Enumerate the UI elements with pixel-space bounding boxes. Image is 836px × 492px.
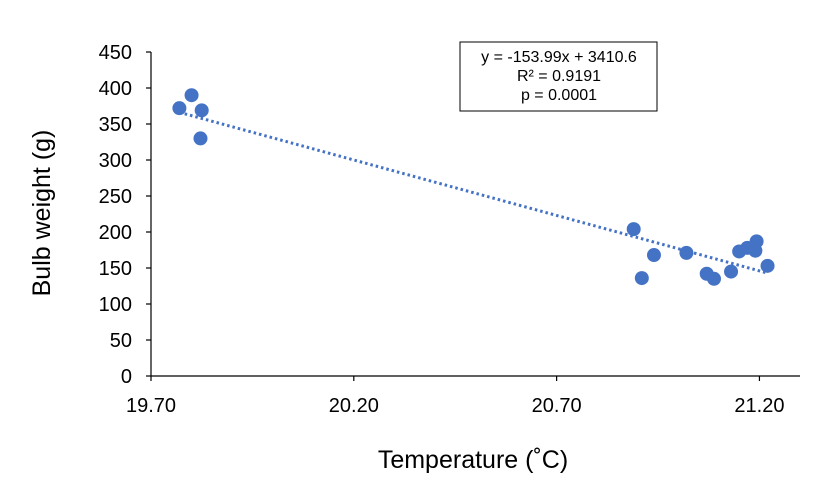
trendline bbox=[178, 110, 768, 275]
y-tick-label: 150 bbox=[99, 258, 132, 280]
data-points bbox=[172, 88, 775, 286]
data-point bbox=[626, 222, 641, 237]
data-point bbox=[749, 234, 764, 249]
y-tick-label: 350 bbox=[99, 114, 132, 136]
y-tick-label: 200 bbox=[99, 222, 132, 244]
x-axis-title: Temperature (˚C) bbox=[378, 446, 568, 474]
x-tick-label: 21.20 bbox=[734, 395, 784, 417]
y-tick-label: 400 bbox=[99, 78, 132, 100]
y-axis-ticks: 0 50 100 150 200 250 300 350 400 450 bbox=[99, 42, 151, 388]
y-tick-label: 300 bbox=[99, 150, 132, 172]
data-point bbox=[172, 101, 187, 116]
y-tick-label: 50 bbox=[110, 330, 132, 352]
data-point bbox=[184, 88, 199, 103]
data-point bbox=[194, 103, 209, 118]
data-point bbox=[679, 245, 694, 260]
data-point bbox=[634, 271, 649, 286]
data-point bbox=[646, 248, 661, 263]
x-axis: 19.70 20.20 20.70 21.20 bbox=[126, 375, 800, 417]
data-point bbox=[707, 271, 722, 286]
data-point bbox=[724, 264, 739, 279]
y-axis: 0 50 100 150 200 250 300 350 400 450 bbox=[99, 42, 152, 388]
data-point bbox=[760, 258, 775, 273]
x-tick-label: 20.70 bbox=[532, 395, 582, 417]
x-axis-ticks: 19.70 20.20 20.70 21.20 bbox=[126, 376, 784, 417]
p-value-line: p = 0.0001 bbox=[521, 87, 597, 104]
y-tick-label: 0 bbox=[121, 366, 132, 388]
y-tick-label: 250 bbox=[99, 186, 132, 208]
y-axis-title: Bulb weight (g) bbox=[28, 130, 56, 297]
data-point bbox=[193, 131, 208, 146]
regression-equation-box: y = -153.99x + 3410.6 R² = 0.9191 p = 0.… bbox=[459, 41, 658, 112]
x-tick-label: 20.20 bbox=[329, 395, 379, 417]
y-tick-label: 450 bbox=[99, 42, 132, 64]
y-tick-label: 100 bbox=[99, 294, 132, 316]
r-squared-line: R² = 0.9191 bbox=[517, 68, 601, 85]
x-tick-label: 19.70 bbox=[126, 395, 176, 417]
equation-line: y = -153.99x + 3410.6 bbox=[481, 49, 637, 66]
equation-box-border bbox=[459, 41, 658, 112]
